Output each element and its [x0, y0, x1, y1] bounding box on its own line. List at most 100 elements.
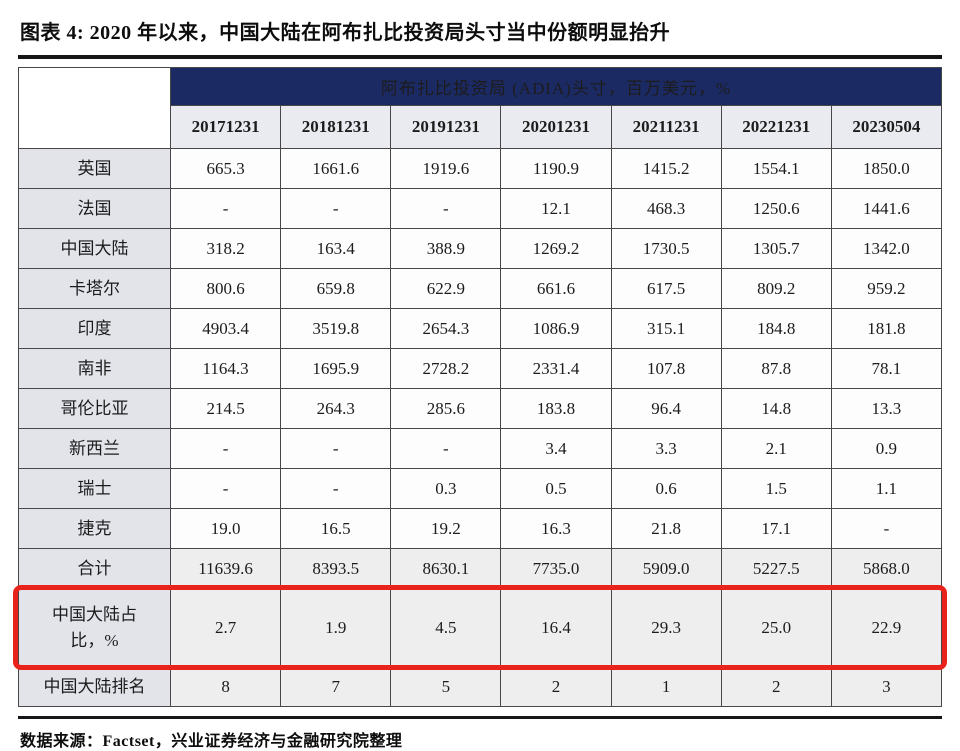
data-cell: 8393.5: [280, 548, 392, 589]
data-cell: 1.9: [280, 588, 392, 667]
table-row: 中国大陆 318.2 163.4 388.9 1269.2 1730.5 1305.7 134…: [18, 228, 943, 269]
data-cell: -: [169, 468, 282, 509]
row-label: 中国大陆: [18, 228, 171, 269]
data-cell: 3.4: [500, 428, 612, 469]
data-cell: 5909.0: [610, 548, 722, 589]
data-cell: 1919.6: [390, 148, 502, 189]
data-cell: 3519.8: [280, 308, 392, 349]
data-cell: 3.3: [610, 428, 722, 469]
source-note: 数据来源：Factset，兴业证券经济与金融研究院整理: [20, 733, 403, 750]
data-cell: -: [280, 188, 392, 229]
data-cell: 1415.2: [610, 148, 722, 189]
data-cell: 1850.0: [830, 148, 943, 189]
table-row: 中国大陆排名 8 7 5 2 1 2 3: [18, 666, 943, 707]
data-cell: 1342.0: [830, 228, 943, 269]
data-cell: 622.9: [390, 268, 502, 309]
data-cell: 5868.0: [830, 548, 943, 589]
data-cell: 78.1: [830, 348, 943, 389]
figure-title: 图表 4: 2020 年以来，中国大陆在阿布扎比投资局头寸当中份额明显抬升: [20, 22, 671, 44]
source-divider: [18, 716, 942, 719]
data-cell: 8: [169, 666, 282, 707]
row-label: 哥伦比亚: [18, 388, 171, 429]
data-cell: 184.8: [720, 308, 832, 349]
data-cell: 2.1: [720, 428, 832, 469]
data-cell: 2: [720, 666, 832, 707]
data-cell: 665.3: [169, 148, 282, 189]
data-cell: 0.5: [500, 468, 612, 509]
row-label: 南非: [18, 348, 171, 389]
row-label: 捷克: [18, 508, 171, 549]
data-cell: 87.8: [720, 348, 832, 389]
data-cell: 16.3: [500, 508, 612, 549]
data-cell: 1086.9: [500, 308, 612, 349]
data-cell: 8630.1: [390, 548, 502, 589]
data-cell: 388.9: [390, 228, 502, 269]
column-header: 20211231: [610, 105, 722, 149]
data-cell: 1730.5: [610, 228, 722, 269]
row-label: 合计: [18, 548, 171, 589]
title-divider: [18, 55, 942, 59]
table-row: 捷克 19.0 16.5 19.2 16.3 21.8 17.1-: [18, 508, 943, 549]
table-row: 南非 1164.3 1695.9 2728.2 2331.4 107.8 87.8 78.1: [18, 348, 943, 389]
data-cell: 7: [280, 666, 392, 707]
data-cell: -: [390, 428, 502, 469]
data-cell: 1695.9: [280, 348, 392, 389]
data-cell: 659.8: [280, 268, 392, 309]
data-cell: 0.9: [830, 428, 943, 469]
data-cell: 5: [390, 666, 502, 707]
data-cell: 7735.0: [500, 548, 612, 589]
data-cell: 1554.1: [720, 148, 832, 189]
table-row: 卡塔尔 800.6 659.8 622.9 661.6 617.5 809.2 959.2: [18, 268, 943, 309]
data-cell: 13.3: [830, 388, 943, 429]
data-cell: 3: [830, 666, 943, 707]
table-row: 新西兰 - - -3.4 3.3 2.1 0.9: [18, 428, 943, 469]
data-cell: 2654.3: [390, 308, 502, 349]
data-cell: 959.2: [830, 268, 943, 309]
row-label: 瑞士: [18, 468, 171, 509]
table-head: 阿布扎比投资局 (ADIA)头寸，百万美元，% 20171231 20181231…: [18, 67, 943, 149]
data-cell: 21.8: [610, 508, 722, 549]
column-header: 20191231: [390, 105, 502, 149]
data-cell: 315.1: [610, 308, 722, 349]
data-cell: 800.6: [169, 268, 282, 309]
data-cell: 19.0: [169, 508, 282, 549]
data-cell: 19.2: [390, 508, 502, 549]
row-label: 法国: [18, 188, 171, 229]
data-cell: -: [280, 468, 392, 509]
data-cell: 1269.2: [500, 228, 612, 269]
data-cell: -: [169, 428, 282, 469]
data-cell: 22.9: [830, 588, 943, 667]
data-cell: 4903.4: [169, 308, 282, 349]
data-cell: 0.3: [390, 468, 502, 509]
data-cell: 17.1: [720, 508, 832, 549]
data-cell: 16.4: [500, 588, 612, 667]
table-row: 合计 11639.6 8393.5 8630.1 7735.0 5909.0 5227.5 5…: [18, 548, 943, 589]
adia-holdings-table: 阿布扎比投资局 (ADIA)头寸，百万美元，% 20171231 20181231…: [18, 67, 943, 707]
data-cell: 29.3: [610, 588, 722, 667]
group-header-row: 阿布扎比投资局 (ADIA)头寸，百万美元，%: [18, 67, 942, 149]
table-row: 中国大陆占 比，% 2.7 1.9 4.5 16.4 29.3 25.0 22.9: [18, 588, 943, 667]
data-cell: 1190.9: [500, 148, 612, 189]
data-cell: -: [280, 428, 392, 469]
data-cell: 468.3: [610, 188, 722, 229]
data-cell: 2.7: [169, 588, 282, 667]
data-cell: 11639.6: [169, 548, 282, 589]
data-cell: 25.0: [720, 588, 832, 667]
column-header: 20201231: [500, 105, 612, 149]
row-label: 新西兰: [18, 428, 171, 469]
table-row: 哥伦比亚 214.5 264.3 285.6 183.8 96.4 14.8 13.3: [18, 388, 943, 429]
data-cell: 183.8: [500, 388, 612, 429]
data-cell: 1: [610, 666, 722, 707]
data-cell: 4.5: [390, 588, 502, 667]
data-cell: 809.2: [720, 268, 832, 309]
data-cell: 14.8: [720, 388, 832, 429]
table-row: 印度 4903.4 3519.8 2654.3 1086.9 315.1 184.8 181.…: [18, 308, 943, 349]
table-wrap: 阿布扎比投资局 (ADIA)头寸，百万美元，% 20171231 20181231…: [13, 67, 947, 707]
corner-cell: [18, 67, 171, 149]
row-label: 卡塔尔: [18, 268, 171, 309]
data-cell: 1.1: [830, 468, 943, 509]
column-header: 20230504: [830, 105, 943, 149]
data-cell: -: [390, 188, 502, 229]
data-cell: 5227.5: [720, 548, 832, 589]
data-cell: 1661.6: [280, 148, 392, 189]
